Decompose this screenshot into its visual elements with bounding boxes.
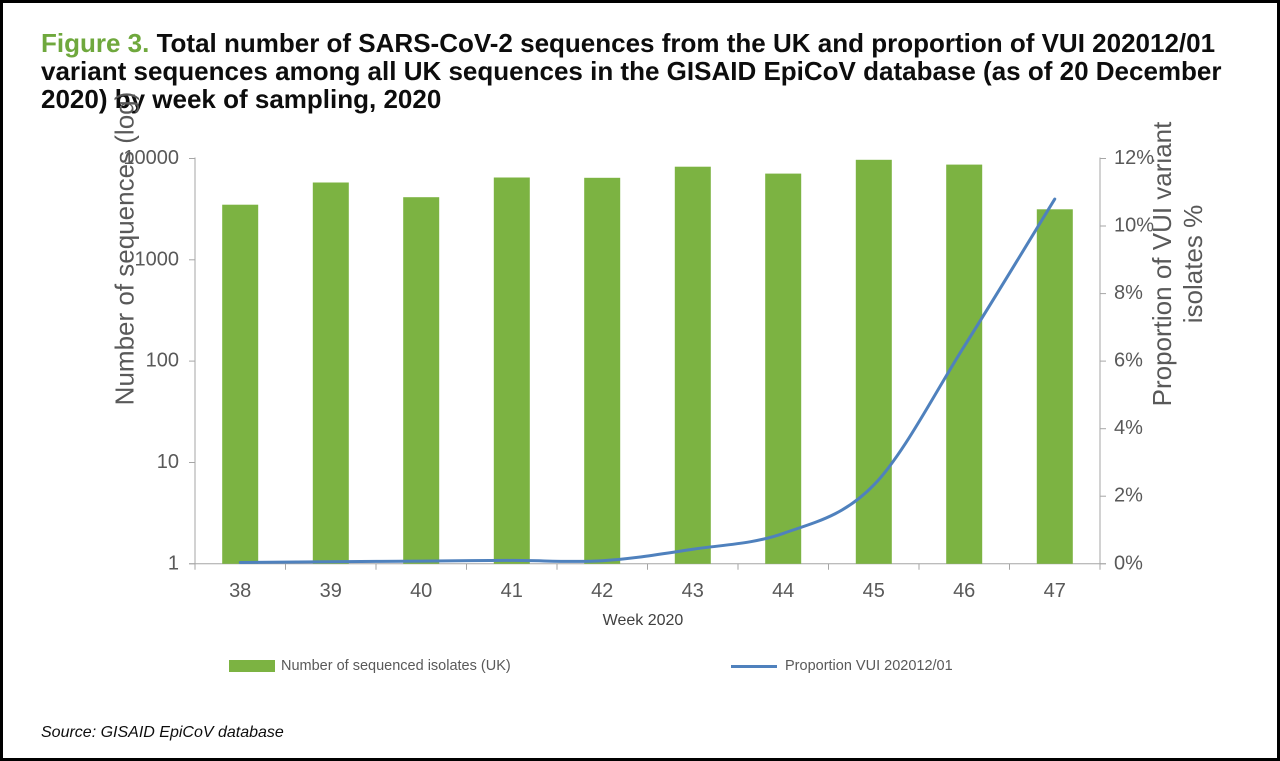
svg-text:45: 45 — [863, 580, 885, 602]
svg-text:6%: 6% — [1114, 350, 1143, 372]
svg-text:46: 46 — [953, 580, 975, 602]
svg-text:47: 47 — [1044, 580, 1066, 602]
svg-text:38: 38 — [229, 580, 251, 602]
svg-text:10: 10 — [157, 451, 179, 473]
svg-text:39: 39 — [320, 580, 342, 602]
svg-text:4%: 4% — [1114, 417, 1143, 439]
svg-text:42: 42 — [591, 580, 613, 602]
svg-text:100: 100 — [146, 350, 179, 372]
svg-text:1: 1 — [168, 552, 179, 574]
svg-text:40: 40 — [410, 580, 432, 602]
svg-text:2%: 2% — [1114, 485, 1143, 507]
svg-text:0%: 0% — [1114, 552, 1143, 574]
svg-text:41: 41 — [501, 580, 523, 602]
svg-text:8%: 8% — [1114, 282, 1143, 304]
svg-text:1000: 1000 — [135, 248, 180, 270]
svg-text:43: 43 — [682, 580, 704, 602]
svg-text:44: 44 — [772, 580, 794, 602]
